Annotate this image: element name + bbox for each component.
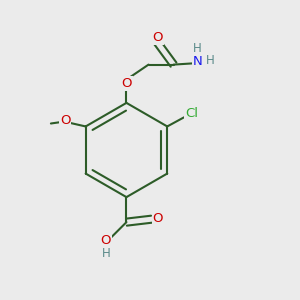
Text: O: O	[100, 234, 111, 247]
Text: O: O	[121, 77, 132, 90]
Text: N: N	[193, 55, 203, 68]
Text: Cl: Cl	[185, 107, 198, 120]
Text: H: H	[206, 54, 214, 67]
Text: O: O	[152, 31, 163, 44]
Text: O: O	[153, 212, 163, 225]
Text: H: H	[101, 248, 110, 260]
Text: H: H	[192, 42, 201, 55]
Text: O: O	[60, 114, 70, 127]
